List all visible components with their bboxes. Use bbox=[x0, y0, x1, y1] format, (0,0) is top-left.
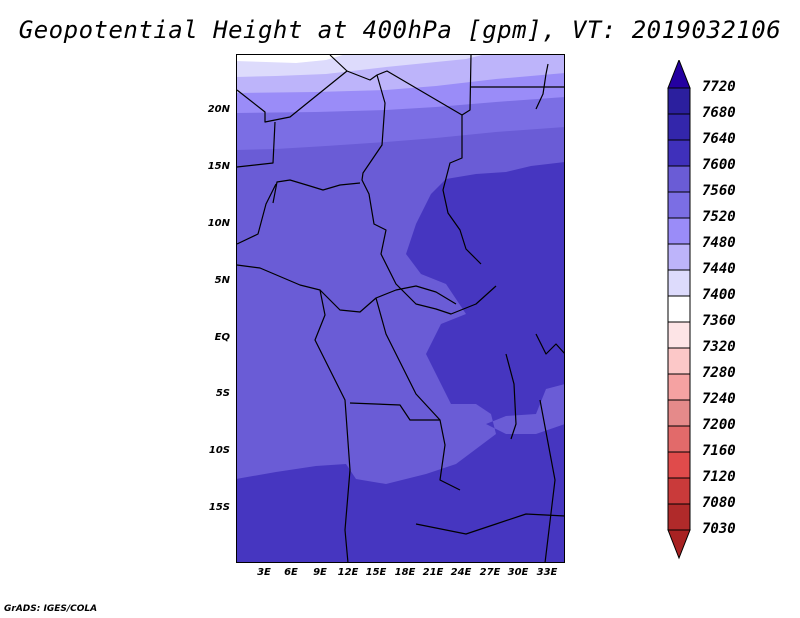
colorbar-label: 7400 bbox=[702, 287, 736, 303]
colorbar-box bbox=[667, 373, 691, 401]
lat-label: 5N bbox=[214, 275, 230, 286]
colorbar-label: 7320 bbox=[702, 339, 736, 355]
colorbar-label: 7280 bbox=[702, 365, 736, 381]
lon-label: 24E bbox=[450, 567, 472, 578]
colorbar-box bbox=[667, 139, 691, 167]
colorbar-label: 7160 bbox=[702, 443, 736, 459]
lon-label: 27E bbox=[479, 567, 501, 578]
colorbar-box bbox=[667, 217, 691, 245]
colorbar-box bbox=[667, 113, 691, 141]
colorbar-label: 7680 bbox=[702, 105, 736, 121]
colorbar-label: 7080 bbox=[702, 495, 736, 511]
colorbar-box bbox=[667, 295, 691, 323]
colorbar-box bbox=[667, 87, 691, 115]
colorbar-box bbox=[667, 321, 691, 349]
colorbar-top-arrow bbox=[667, 60, 691, 89]
colorbar-box bbox=[667, 243, 691, 271]
lat-label: 15S bbox=[208, 502, 230, 513]
colorbar-box bbox=[667, 269, 691, 297]
colorbar-box bbox=[667, 451, 691, 479]
colorbar-label: 7480 bbox=[702, 235, 736, 251]
band-7360 bbox=[236, 54, 346, 63]
lat-label: EQ bbox=[214, 332, 230, 343]
colorbar-box bbox=[667, 503, 691, 531]
colorbar-label: 7640 bbox=[702, 131, 736, 147]
colorbar-box bbox=[667, 347, 691, 375]
colorbar-box bbox=[667, 165, 691, 193]
lat-label: 10N bbox=[207, 218, 230, 229]
lon-label: 12E bbox=[337, 567, 359, 578]
lat-label: 5S bbox=[215, 388, 230, 399]
colorbar-label: 7240 bbox=[702, 391, 736, 407]
colorbar-box bbox=[667, 477, 691, 505]
lon-label: 6E bbox=[284, 567, 298, 578]
lon-label: 33E bbox=[536, 567, 558, 578]
lon-label: 18E bbox=[394, 567, 416, 578]
colorbar-label: 7520 bbox=[702, 209, 736, 225]
colorbar-label: 7600 bbox=[702, 157, 736, 173]
lon-label: 15E bbox=[365, 567, 387, 578]
credit-text: GrADS: IGES/COLA bbox=[4, 604, 98, 614]
lat-label: 10S bbox=[208, 445, 230, 456]
colorbar-label: 7120 bbox=[702, 469, 736, 485]
colorbar bbox=[667, 60, 691, 560]
chart-title: Geopotential Height at 400hPa [gpm], VT:… bbox=[18, 16, 782, 44]
lat-label: 15N bbox=[207, 161, 230, 172]
band-7600-east bbox=[236, 162, 565, 563]
colorbar-box bbox=[667, 191, 691, 219]
map-plot bbox=[236, 54, 565, 563]
lon-label: 9E bbox=[313, 567, 327, 578]
lon-label: 3E bbox=[257, 567, 271, 578]
lat-label: 20N bbox=[207, 104, 230, 115]
colorbar-box bbox=[667, 399, 691, 427]
lon-label: 21E bbox=[422, 567, 444, 578]
colorbar-box bbox=[667, 425, 691, 453]
colorbar-label: 7360 bbox=[702, 313, 736, 329]
colorbar-label: 7030 bbox=[702, 521, 736, 537]
lon-label: 30E bbox=[507, 567, 529, 578]
colorbar-bottom-arrow bbox=[667, 529, 691, 560]
colorbar-label: 7720 bbox=[702, 79, 736, 95]
colorbar-label: 7440 bbox=[702, 261, 736, 277]
colorbar-label: 7200 bbox=[702, 417, 736, 433]
colorbar-label: 7560 bbox=[702, 183, 736, 199]
country-borders bbox=[236, 54, 565, 563]
